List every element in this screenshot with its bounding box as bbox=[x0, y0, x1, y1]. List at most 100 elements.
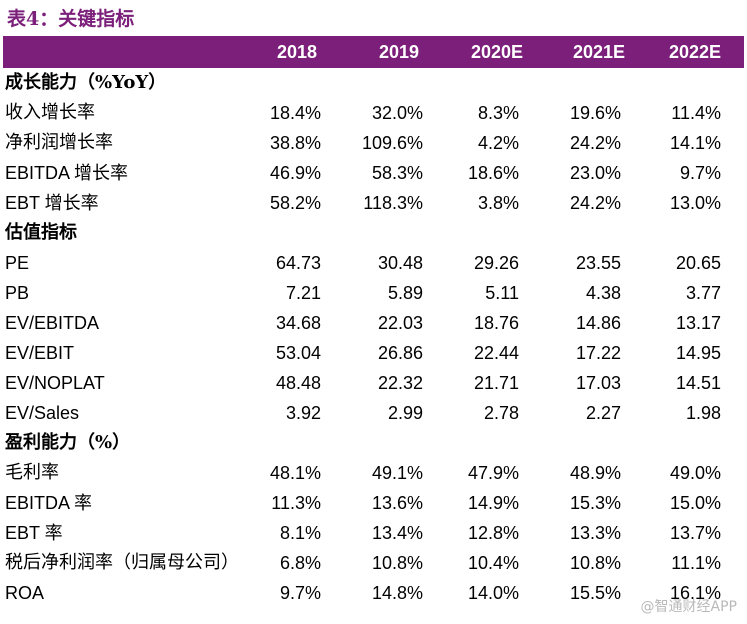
table-cell: 46.9% bbox=[269, 163, 321, 183]
table-cell: 32.0% bbox=[371, 103, 423, 123]
table-cell: 48.9% bbox=[569, 463, 621, 483]
table-cell: 14.51 bbox=[675, 373, 721, 393]
table-cell: 2.99 bbox=[387, 403, 423, 423]
table-cell: 13.7% bbox=[669, 523, 721, 543]
table-cell: 14.8% bbox=[371, 583, 423, 603]
table-cell: 2.27 bbox=[585, 403, 621, 423]
table-cell: 23.55 bbox=[575, 253, 621, 273]
row-label: 收入增长率 bbox=[5, 102, 95, 123]
table-cell: 49.1% bbox=[371, 463, 423, 483]
table-cell: 13.4% bbox=[371, 523, 423, 543]
table-row: 收入增长率 18.4% 32.0% 8.3% 19.6% 11.4% bbox=[3, 98, 744, 128]
table-row: PE 64.73 30.48 29.26 23.55 20.65 bbox=[3, 248, 744, 278]
table-cell: 13.0% bbox=[669, 193, 721, 213]
table-cell: 109.6% bbox=[361, 133, 423, 153]
table-cell: 10.4% bbox=[467, 553, 519, 573]
table-cell: 30.48 bbox=[377, 253, 423, 273]
row-label: EV/EBITDA bbox=[5, 313, 100, 333]
table-row: EBITDA 率 11.3% 13.6% 14.9% 15.3% 15.0% bbox=[3, 488, 744, 518]
table-cell: 5.89 bbox=[387, 283, 423, 303]
table-cell: 9.7% bbox=[679, 163, 721, 183]
table-cell: 24.2% bbox=[569, 193, 621, 213]
table-cell: 34.68 bbox=[275, 313, 321, 333]
table-cell: 22.44 bbox=[473, 343, 519, 363]
table-cell: 11.1% bbox=[671, 553, 721, 573]
table-cell: 2.78 bbox=[483, 403, 519, 423]
row-label: EBITDA 率 bbox=[5, 493, 93, 513]
table-cell: 6.8% bbox=[279, 553, 321, 573]
table-cell: 15.0% bbox=[669, 493, 721, 513]
table-cell: 58.3% bbox=[371, 163, 423, 183]
table-cell: 17.03 bbox=[575, 373, 621, 393]
row-label: PB bbox=[5, 283, 30, 303]
row-label: EBITDA 增长率 bbox=[5, 163, 129, 183]
table-cell: 15.5% bbox=[569, 583, 621, 603]
table-cell: 15.3% bbox=[569, 493, 621, 513]
table-row: ROA 9.7% 14.8% 14.0% 15.5% 16.1% bbox=[3, 578, 744, 608]
table-cell: 48.48 bbox=[275, 373, 321, 393]
table-row: EV/EBIT 53.04 26.86 22.44 17.22 14.95 bbox=[3, 338, 744, 368]
table-cell: 8.1% bbox=[279, 523, 321, 543]
table-cell: 7.21 bbox=[285, 283, 321, 303]
section-label: 估值指标 bbox=[5, 222, 77, 243]
table-cell: 14.9% bbox=[467, 493, 519, 513]
table-cell: 47.9% bbox=[467, 463, 519, 483]
table-cell: 118.3% bbox=[363, 193, 423, 213]
table-cell: 9.7% bbox=[279, 583, 321, 603]
section-label: 盈利能力（%） bbox=[5, 432, 131, 453]
table-row: EBITDA 增长率 46.9% 58.3% 18.6% 23.0% 9.7% bbox=[3, 158, 744, 188]
table-cell: 24.2% bbox=[569, 133, 621, 153]
table-cell: 1.98 bbox=[685, 403, 721, 423]
row-label: 毛利率 bbox=[5, 462, 59, 483]
table-cell: 17.22 bbox=[575, 343, 621, 363]
table-row: EV/NOPLAT 48.48 22.32 21.71 17.03 14.51 bbox=[3, 368, 744, 398]
column-header-2019: 2019 bbox=[378, 42, 420, 62]
table-cell: 26.86 bbox=[377, 343, 423, 363]
table-row: EBT 率 8.1% 13.4% 12.8% 13.3% 13.7% bbox=[3, 518, 744, 548]
table-row: 税后净利润率（归属母公司） 6.8% 10.8% 10.4% 10.8% 11.1% bbox=[3, 548, 744, 578]
table-cell: 53.04 bbox=[275, 343, 321, 363]
table-caption: 表4：关键指标 bbox=[7, 8, 135, 30]
table-cell: 23.0% bbox=[569, 163, 621, 183]
table-row: EBT 增长率 58.2% 118.3% 3.8% 24.2% 13.0% bbox=[3, 188, 744, 218]
table-cell: 16.1% bbox=[669, 583, 721, 603]
table-cell: 3.77 bbox=[685, 283, 721, 303]
column-header-2022e: 2022E bbox=[668, 42, 722, 62]
column-header-2018: 2018 bbox=[276, 42, 318, 62]
table-cell: 22.32 bbox=[377, 373, 423, 393]
table-cell: 19.6% bbox=[569, 103, 621, 123]
table-cell: 14.0% bbox=[467, 583, 519, 603]
table-cell: 13.6% bbox=[371, 493, 423, 513]
table-cell: 21.71 bbox=[473, 373, 519, 393]
row-label: EBT 率 bbox=[5, 523, 63, 543]
table-cell: 13.17 bbox=[675, 313, 721, 333]
table-cell: 11.3% bbox=[271, 493, 321, 513]
row-label: EV/Sales bbox=[5, 403, 80, 423]
table-cell: 14.86 bbox=[575, 313, 621, 333]
table-cell: 18.4% bbox=[269, 103, 321, 123]
column-header-2021e: 2021E bbox=[572, 42, 626, 62]
row-label: EV/EBIT bbox=[5, 343, 75, 363]
table-header-row: 2018 2019 2020E 2021E 2022E bbox=[3, 36, 744, 68]
watermark: @智通财经APP bbox=[640, 599, 737, 615]
table-cell: 58.2% bbox=[269, 193, 321, 213]
section-label: 成长能力（%YoY） bbox=[5, 72, 167, 93]
table-cell: 13.3% bbox=[569, 523, 621, 543]
table-cell: 3.92 bbox=[285, 403, 321, 423]
table-row: EV/EBITDA 34.68 22.03 18.76 14.86 13.17 bbox=[3, 308, 744, 338]
table-cell: 3.8% bbox=[477, 193, 519, 213]
table-cell: 10.8% bbox=[371, 553, 423, 573]
table-cell: 10.8% bbox=[569, 553, 621, 573]
table-cell: 29.26 bbox=[473, 253, 519, 273]
table-row: 净利润增长率 38.8% 109.6% 4.2% 24.2% 14.1% bbox=[3, 128, 744, 158]
table-cell: 49.0% bbox=[669, 463, 721, 483]
row-label: ROA bbox=[5, 583, 45, 603]
row-label: EBT 增长率 bbox=[5, 193, 99, 213]
row-label: EV/NOPLAT bbox=[5, 373, 105, 393]
table-row: PB 7.21 5.89 5.11 4.38 3.77 bbox=[3, 278, 744, 308]
table-cell: 14.95 bbox=[675, 343, 721, 363]
table-cell: 11.4% bbox=[671, 103, 721, 123]
table-cell: 20.65 bbox=[675, 253, 721, 273]
table-cell: 64.73 bbox=[275, 253, 321, 273]
table-row: 毛利率 48.1% 49.1% 47.9% 48.9% 49.0% bbox=[3, 458, 744, 488]
